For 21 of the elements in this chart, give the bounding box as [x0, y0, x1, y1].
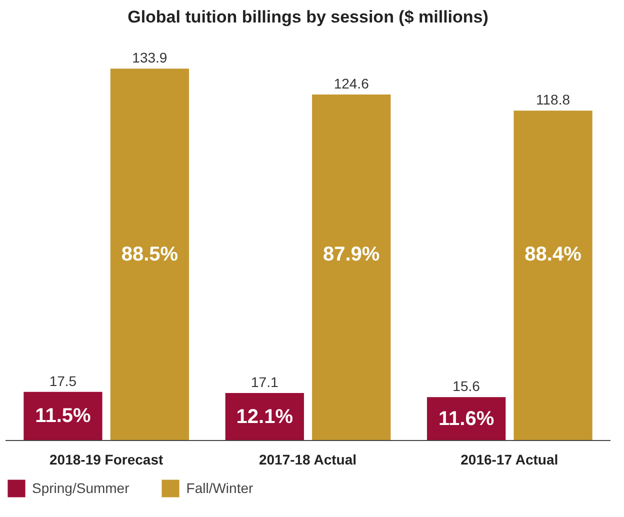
chart-title: Global tuition billings by session ($ millions)	[128, 8, 488, 26]
annotation: 11.5%	[35, 405, 91, 428]
data-label: 118.8	[536, 92, 570, 108]
x-tick-label: 2017-18 Actual	[258, 452, 357, 468]
data-label: 17.1	[251, 374, 278, 390]
annotation: 88.4%	[524, 243, 582, 266]
bar	[514, 110, 592, 440]
legend-label: Spring/Summer	[32, 480, 130, 496]
annotation: 11.6%	[438, 408, 494, 430]
data-label: 15.6	[452, 378, 480, 394]
annotation: 88.5%	[121, 243, 178, 266]
legend-label: Fall/Winter	[186, 480, 254, 496]
annotation: 87.9%	[323, 243, 380, 266]
x-tick-label: 2016-17 Actual	[460, 452, 558, 468]
bar	[312, 94, 391, 440]
data-label: 17.5	[49, 372, 77, 389]
bar	[110, 68, 190, 440]
data-label: 133.9	[132, 50, 168, 66]
annotation: 12.1%	[236, 406, 294, 428]
x-tick-label: 2018-19 Forecast	[50, 452, 164, 468]
data-label: 124.6	[334, 76, 370, 92]
